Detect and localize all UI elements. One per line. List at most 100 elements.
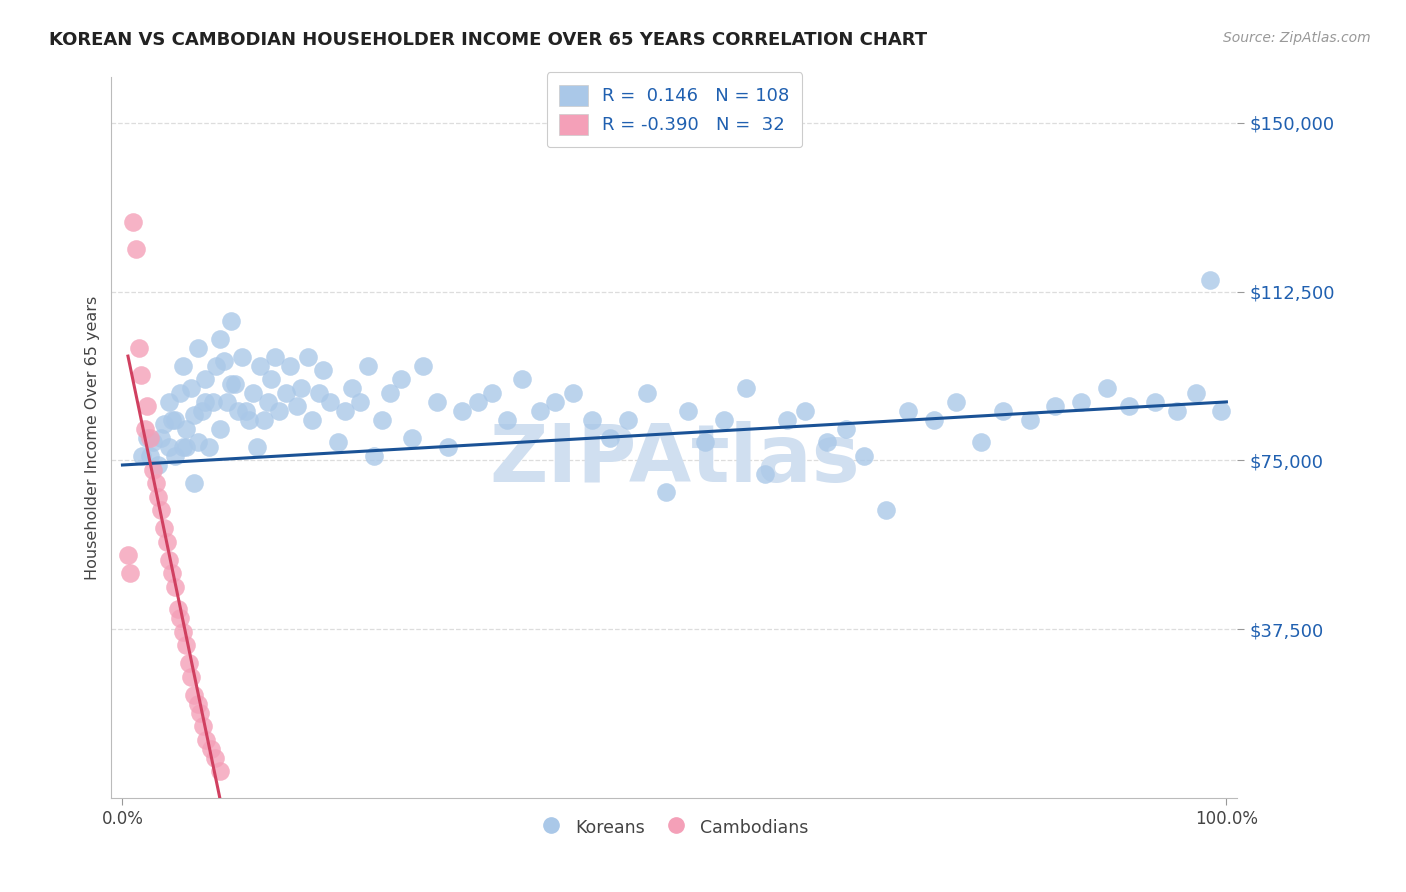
Point	[1118, 400, 1140, 414]
Point	[165, 580, 187, 594]
Point	[970, 435, 993, 450]
Point	[183, 688, 205, 702]
Point	[135, 400, 157, 414]
Point	[172, 359, 194, 373]
Y-axis label: Householder Income Over 65 years: Householder Income Over 65 years	[86, 296, 100, 580]
Point	[120, 566, 142, 581]
Point	[128, 341, 150, 355]
Point	[194, 372, 217, 386]
Point	[1184, 385, 1206, 400]
Point	[654, 485, 676, 500]
Point	[172, 624, 194, 639]
Point	[191, 404, 214, 418]
Point	[176, 638, 198, 652]
Point	[194, 395, 217, 409]
Point	[510, 372, 533, 386]
Point	[204, 751, 226, 765]
Point	[172, 440, 194, 454]
Point	[169, 385, 191, 400]
Point	[208, 764, 231, 779]
Legend: Koreans, Cambodians: Koreans, Cambodians	[533, 810, 815, 844]
Point	[581, 413, 603, 427]
Point	[139, 449, 162, 463]
Point	[165, 413, 187, 427]
Point	[467, 395, 489, 409]
Point	[617, 413, 640, 427]
Point	[301, 413, 323, 427]
Point	[150, 503, 173, 517]
Point	[235, 404, 257, 418]
Point	[224, 376, 246, 391]
Point	[153, 417, 176, 432]
Point	[146, 458, 169, 472]
Point	[481, 385, 503, 400]
Point	[437, 440, 460, 454]
Point	[155, 534, 177, 549]
Point	[356, 359, 378, 373]
Point	[561, 385, 583, 400]
Point	[371, 413, 394, 427]
Point	[278, 359, 301, 373]
Point	[495, 413, 517, 427]
Point	[754, 467, 776, 481]
Point	[308, 385, 330, 400]
Point	[238, 413, 260, 427]
Point	[153, 521, 176, 535]
Point	[142, 435, 165, 450]
Point	[1209, 404, 1232, 418]
Point	[165, 449, 187, 463]
Point	[319, 395, 342, 409]
Point	[212, 354, 235, 368]
Point	[922, 413, 945, 427]
Point	[183, 409, 205, 423]
Point	[208, 332, 231, 346]
Point	[1045, 400, 1067, 414]
Point	[186, 435, 208, 450]
Point	[217, 395, 239, 409]
Point	[157, 440, 180, 454]
Point	[274, 385, 297, 400]
Point	[205, 359, 228, 373]
Point	[834, 422, 856, 436]
Point	[636, 385, 658, 400]
Point	[853, 449, 876, 463]
Point	[249, 359, 271, 373]
Point	[129, 368, 152, 382]
Point	[713, 413, 735, 427]
Point	[219, 314, 242, 328]
Point	[157, 552, 180, 566]
Point	[945, 395, 967, 409]
Point	[1198, 273, 1220, 287]
Point	[335, 404, 357, 418]
Point	[340, 381, 363, 395]
Point	[1095, 381, 1118, 395]
Point	[401, 431, 423, 445]
Point	[191, 719, 214, 733]
Point	[897, 404, 920, 418]
Point	[131, 449, 153, 463]
Point	[451, 404, 474, 418]
Point	[160, 413, 183, 427]
Text: ZIPAtlas: ZIPAtlas	[489, 421, 860, 499]
Point	[1166, 404, 1188, 418]
Point	[176, 422, 198, 436]
Point	[197, 440, 219, 454]
Point	[285, 400, 308, 414]
Point	[186, 697, 208, 711]
Point	[599, 431, 621, 445]
Point	[146, 490, 169, 504]
Point	[201, 395, 224, 409]
Point	[312, 363, 335, 377]
Point	[219, 376, 242, 391]
Point	[1143, 395, 1166, 409]
Point	[349, 395, 371, 409]
Point	[735, 381, 758, 395]
Point	[793, 404, 815, 418]
Point	[363, 449, 385, 463]
Point	[122, 214, 145, 228]
Point	[145, 476, 167, 491]
Point	[676, 404, 699, 418]
Point	[242, 385, 264, 400]
Point	[993, 404, 1015, 418]
Point	[1019, 413, 1042, 427]
